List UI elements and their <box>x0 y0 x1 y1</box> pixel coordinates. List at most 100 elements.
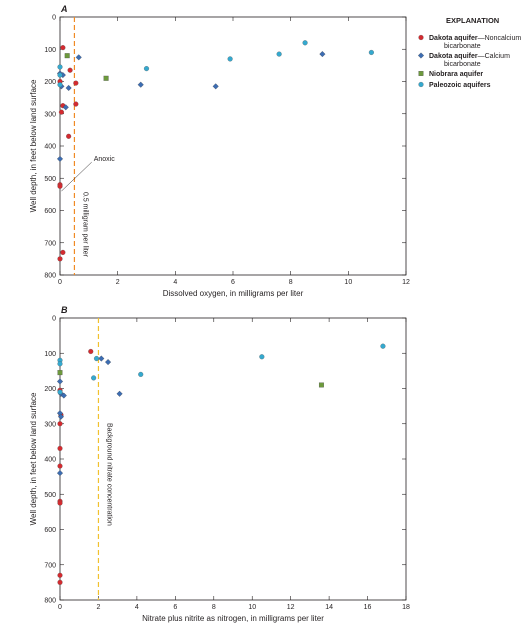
panel-a-point-niobrara <box>103 75 109 81</box>
panel-a-x-tick-label: 6 <box>231 279 235 286</box>
panel-b-point-dakota-calcium <box>98 355 105 362</box>
panel-a-point-dakota-noncalcium <box>60 249 66 255</box>
panel-a-point-paleozoic <box>227 56 233 62</box>
panel-b-point-dakota-noncalcium <box>57 421 63 427</box>
panel-b-label: B <box>61 305 68 315</box>
panel-a-point-paleozoic <box>368 49 374 56</box>
legend-label-paleozoic: Paleozoic aquifers <box>429 82 491 89</box>
panel-b-chart: 0 2 4 6 8 10 12 14 16 18 0 100 200 300 400 500 600 700 800… <box>29 305 410 623</box>
panel-b-reference-line-label: Background nitrate concentration <box>105 423 112 526</box>
panel-a-reference-line-label: 0.5 milligram per liter <box>81 192 88 258</box>
legend-title: EXPLANATION <box>446 16 499 25</box>
panel-b-y-tick-label: 300 <box>44 421 56 428</box>
panel-a-x-tick-label: 10 <box>344 279 352 286</box>
panel-a-point-dakota-noncalcium <box>58 109 64 115</box>
legend-label-bold: Niobrara aquifer <box>429 71 483 78</box>
panel-a-point-dakota-calcium <box>75 54 82 61</box>
legend-label-line2: bicarbonate <box>444 61 481 68</box>
panel-a-point-paleozoic <box>57 82 63 88</box>
panel-b-y-tick-label: 100 <box>44 351 56 358</box>
panel-a-point-dakota-calcium <box>319 51 326 58</box>
panel-b-y-tick-label: 0 <box>52 316 56 323</box>
panel-a-x-tick-label: 4 <box>173 279 177 286</box>
panel-a-point-paleozoic <box>57 72 63 78</box>
panel-a-point-dakota-noncalcium <box>57 256 63 262</box>
panel-a-y-tick-label: 0 <box>52 15 56 22</box>
panel-a-point-dakota-noncalcium <box>57 183 63 189</box>
legend-marker-paleozoic <box>418 81 424 88</box>
panel-a-y-tick-label: 500 <box>44 176 56 183</box>
panel-a-y-tick-label: 400 <box>44 144 56 151</box>
panel-a-point-dakota-calcium <box>62 104 69 111</box>
panel-a-x-tick-label: 12 <box>402 279 410 286</box>
panel-b-point-paleozoic <box>57 389 63 395</box>
panel-b-point-dakota-calcium <box>56 470 64 477</box>
panel-a-point-dakota-noncalcium <box>66 133 72 139</box>
panel-b-point-dakota-noncalcium <box>57 463 63 469</box>
panel-b-point-paleozoic <box>93 355 100 362</box>
panel-a-y-tick-label: 800 <box>44 273 56 280</box>
panel-a-x-tick-label: 2 <box>116 279 120 286</box>
panel-b-point-paleozoic <box>138 371 144 377</box>
panel-b-point-dakota-calcium <box>116 390 123 397</box>
panel-a-y-tick-label: 700 <box>44 240 56 247</box>
panel-a-y-axis-title: Well depth, in feet below land surface <box>29 79 38 212</box>
panel-b-y-tick-label: 700 <box>44 562 56 569</box>
panel-b-point-niobrara <box>318 382 324 388</box>
panel-b-x-tick-label: 10 <box>248 604 256 611</box>
panel-b-y-tick-label: 500 <box>44 492 56 499</box>
legend-label-dakota-noncalcium: Dakota aquifer—Noncalcium <box>429 35 521 42</box>
panel-b-point-dakota-noncalcium <box>57 572 63 578</box>
panel-a-x-tick-label: 8 <box>289 279 293 286</box>
panel-a-y-tick-label: 100 <box>44 47 56 54</box>
legend-label-dakota-calcium: Dakota aquifer—Calcium <box>429 53 510 60</box>
panel-a-y-tick-label: 300 <box>44 111 56 118</box>
panel-b-x-tick-label: 0 <box>58 604 62 611</box>
panel-b-point-niobrara <box>57 370 63 376</box>
panel-a-point-paleozoic <box>57 64 63 70</box>
panel-b-point-dakota-calcium <box>56 378 64 385</box>
panel-b-y-tick-label: 600 <box>44 527 56 534</box>
panel-b-x-tick-label: 16 <box>364 604 372 611</box>
panel-a-anoxic-label: Anoxic <box>94 156 116 163</box>
panel-b-point-paleozoic <box>57 361 63 367</box>
panel-a-y-tick-label: 600 <box>44 208 56 215</box>
panel-a-point-paleozoic <box>302 40 308 46</box>
panel-a-point-dakota-noncalcium <box>73 80 79 86</box>
panel-b-x-tick-label: 14 <box>325 604 333 611</box>
panel-b-y-tick-label: 200 <box>44 386 56 393</box>
panel-a-point-dakota-noncalcium <box>67 67 73 73</box>
panel-b-point-dakota-noncalcium <box>88 348 94 355</box>
panel-b-x-tick-label: 2 <box>96 604 100 611</box>
panel-a-point-dakota-noncalcium <box>60 45 66 51</box>
panel-b-point-dakota-noncalcium <box>57 445 63 451</box>
legend-label-rest: —Calcium <box>478 53 510 60</box>
panel-a-anoxic-leader <box>61 161 92 192</box>
panel-b-point-dakota-noncalcium <box>57 500 63 506</box>
panel-b-point-dakota-calcium <box>105 359 112 366</box>
panel-a-point-dakota-calcium <box>65 84 72 91</box>
panel-b-point-paleozoic <box>259 354 265 360</box>
legend-marker-dakota-calcium <box>417 52 425 59</box>
panel-b-point-dakota-calcium <box>57 413 64 420</box>
panel-a-point-niobrara <box>64 53 70 59</box>
panel-a-plot-frame <box>59 16 407 276</box>
panel-b-x-tick-label: 12 <box>287 604 295 611</box>
panel-a-point-dakota-noncalcium <box>73 101 79 107</box>
panel-b-x-tick-label: 8 <box>212 604 216 611</box>
panel-b-x-axis-title: Nitrate plus nitrite as nitrogen, in mil… <box>142 614 324 623</box>
panel-b-x-tick-label: 6 <box>173 604 177 611</box>
legend-label-line2: bicarbonate <box>444 43 481 50</box>
legend-marker-dakota-noncalcium <box>418 34 424 41</box>
legend-label-niobrara: Niobrara aquifer <box>429 71 483 78</box>
panel-b-y-tick-label: 400 <box>44 457 56 464</box>
panel-b-point-paleozoic <box>380 343 386 349</box>
legend-marker-niobrara <box>418 71 424 76</box>
panel-b-x-tick-label: 4 <box>135 604 139 611</box>
panel-b-x-tick-label: 18 <box>402 604 410 611</box>
panel-b-point-dakota-noncalcium <box>57 579 63 585</box>
panel-a-point-paleozoic <box>276 51 282 57</box>
panel-b-point-paleozoic <box>91 375 97 381</box>
